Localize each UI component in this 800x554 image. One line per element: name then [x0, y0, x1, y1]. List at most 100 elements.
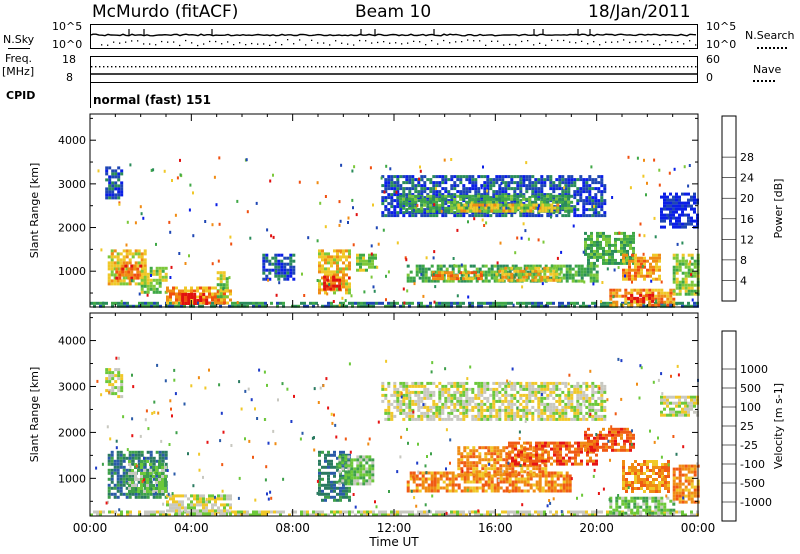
data-cell [504, 200, 508, 204]
data-cell [583, 267, 587, 271]
data-cell [143, 278, 147, 282]
data-cell [117, 193, 121, 197]
data-cell [348, 267, 351, 271]
data-cell [353, 476, 357, 480]
data-cell [137, 465, 141, 469]
nsearch-point [539, 42, 541, 44]
data-cell [420, 417, 424, 421]
freq-point [215, 66, 217, 68]
freq-point [211, 66, 213, 68]
data-cell [133, 276, 137, 280]
data-cell [399, 384, 403, 388]
data-cell [408, 402, 412, 406]
data-cell [629, 240, 632, 244]
data-cell [681, 253, 685, 257]
scatter-cell [522, 222, 525, 226]
data-cell [277, 271, 281, 275]
data-cell [412, 279, 416, 283]
data-cell [564, 304, 567, 308]
freq-point [495, 66, 497, 68]
data-cell [408, 408, 412, 412]
data-cell [202, 286, 205, 290]
data-cell [552, 187, 556, 191]
data-cell [633, 288, 637, 292]
data-cell [217, 301, 220, 305]
data-cell [158, 463, 161, 466]
data-cell [135, 304, 138, 308]
data-cell [229, 512, 232, 516]
freq-point [107, 66, 109, 68]
data-cell [623, 240, 626, 244]
data-cell [592, 267, 596, 271]
scatter-cell [270, 234, 273, 238]
data-cell [137, 480, 141, 484]
data-cell [120, 301, 123, 305]
data-cell [276, 304, 279, 308]
data-cell [280, 253, 284, 257]
data-cell [586, 267, 590, 271]
data-cell [417, 209, 421, 213]
data-cell [528, 178, 532, 182]
data-cell [537, 190, 541, 194]
data-cell [286, 271, 290, 275]
data-cell [390, 417, 394, 421]
data-cell [492, 510, 495, 514]
data-cell [348, 459, 351, 463]
data-cell [669, 297, 673, 301]
data-cell [408, 214, 412, 218]
data-cell [390, 214, 394, 218]
data-cell [675, 256, 679, 260]
data-cell [131, 456, 135, 460]
data-cell [345, 279, 348, 283]
scatter-cell [470, 201, 473, 205]
data-cell [120, 181, 124, 185]
data-cell [501, 181, 505, 185]
scatter-cell [102, 301, 105, 305]
data-cell [632, 231, 635, 235]
data-cell [134, 466, 137, 469]
data-cell [411, 206, 415, 210]
data-cell [687, 292, 691, 296]
data-cell [150, 513, 153, 517]
data-cell [292, 271, 296, 275]
data-cell [342, 282, 345, 286]
freq-point [579, 66, 581, 68]
data-cell [642, 299, 646, 303]
data-cell [684, 262, 688, 266]
data-cell [342, 267, 345, 271]
data-cell [618, 513, 621, 517]
data-cell [600, 190, 604, 194]
data-cell [155, 272, 159, 276]
data-cell [181, 289, 184, 293]
data-cell [418, 270, 422, 274]
data-cell [577, 273, 581, 277]
data-cell [211, 295, 214, 299]
data-cell [514, 267, 518, 271]
scatter-cell [192, 234, 195, 238]
data-cell [540, 214, 544, 218]
data-cell [531, 513, 534, 517]
data-cell [402, 197, 406, 201]
data-cell [543, 178, 547, 182]
data-cell [128, 495, 132, 499]
data-cell [552, 301, 555, 305]
data-cell [655, 259, 658, 263]
data-cell [495, 513, 498, 517]
data-cell [559, 267, 563, 271]
data-cell [187, 506, 190, 510]
data-cell [603, 301, 606, 305]
nsearch-point [353, 44, 355, 46]
data-cell [161, 466, 164, 469]
data-cell [463, 264, 467, 268]
data-cell [531, 175, 535, 179]
data-cell [684, 271, 688, 275]
scatter-cell [456, 228, 459, 232]
data-cell [522, 278, 526, 282]
data-cell [399, 203, 403, 207]
data-cell [161, 266, 165, 270]
data-cell [684, 289, 688, 293]
data-cell [348, 252, 351, 256]
data-cell [426, 393, 430, 397]
data-cell [438, 399, 442, 403]
data-cell [402, 214, 406, 218]
